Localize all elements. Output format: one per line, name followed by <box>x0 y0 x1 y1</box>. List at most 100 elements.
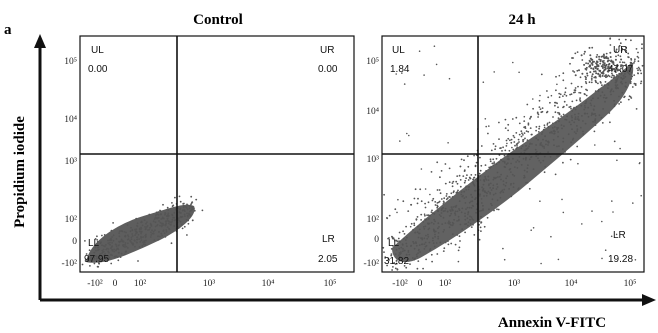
event-dot <box>473 234 476 236</box>
event-dot <box>405 225 407 228</box>
event-dot <box>571 110 574 112</box>
event-dot <box>136 222 139 225</box>
event-dot <box>432 228 435 231</box>
event-dot <box>616 77 619 80</box>
event-dot <box>504 127 507 129</box>
event-dot <box>444 222 447 225</box>
event-dot <box>140 235 142 238</box>
event-dot <box>563 93 566 96</box>
event-dot <box>607 87 609 89</box>
event-dot <box>571 116 573 119</box>
event-dot <box>408 134 410 137</box>
event-dot <box>107 251 110 254</box>
quadrant-name-lr: LR <box>613 230 626 241</box>
event-dot <box>570 93 573 95</box>
event-dot <box>170 242 173 245</box>
event-dot <box>576 128 579 131</box>
event-dot <box>480 215 482 218</box>
event-dot <box>523 120 526 122</box>
event-dot <box>156 217 159 219</box>
event-dot <box>583 50 586 53</box>
event-dot <box>592 113 595 116</box>
event-dot <box>582 133 585 135</box>
event-dot <box>421 243 424 246</box>
event-dot <box>100 241 102 244</box>
event-dot <box>523 132 526 135</box>
event-dot <box>594 75 597 78</box>
y-tick-label: 0 <box>374 235 379 245</box>
event-dot <box>145 222 147 225</box>
event-dot <box>97 265 100 268</box>
event-dot <box>142 241 145 244</box>
event-dot <box>620 101 622 104</box>
event-dot <box>523 174 526 177</box>
event-dot <box>522 134 524 136</box>
event-dot <box>527 130 530 133</box>
event-dot <box>186 234 188 236</box>
event-dot <box>609 90 612 93</box>
event-dot <box>388 259 390 261</box>
event-dot <box>429 193 431 196</box>
event-dot <box>602 70 605 73</box>
event-dot <box>416 255 418 258</box>
event-dot <box>616 74 618 76</box>
event-dot <box>436 205 439 208</box>
event-dot <box>573 121 576 124</box>
event-dot <box>505 145 508 147</box>
event-dot <box>155 211 158 214</box>
event-dot <box>523 169 526 172</box>
event-dot <box>405 236 408 239</box>
y-tick-label: -10² <box>61 259 77 269</box>
event-dot <box>554 111 557 114</box>
event-dot <box>594 79 597 82</box>
event-dot <box>150 234 153 236</box>
event-dot <box>402 230 404 233</box>
event-dot <box>563 100 566 103</box>
event-dot <box>597 82 599 85</box>
event-dot <box>630 97 633 99</box>
event-dot <box>485 191 488 194</box>
event-dot <box>584 122 587 125</box>
event-dot <box>391 269 393 271</box>
event-dot <box>628 73 631 76</box>
event-dot <box>575 99 578 102</box>
event-dot <box>169 221 172 223</box>
event-dot <box>597 97 599 100</box>
event-dot <box>464 218 467 221</box>
event-dot <box>507 137 510 140</box>
event-dot <box>110 262 113 265</box>
event-dot <box>114 255 117 258</box>
event-dot <box>511 173 514 176</box>
event-dot <box>449 214 452 217</box>
event-dot <box>482 208 484 211</box>
event-dot <box>479 174 482 177</box>
event-dot <box>621 47 623 50</box>
event-dot <box>618 72 621 75</box>
event-dot <box>532 168 535 171</box>
event-dot <box>420 219 422 221</box>
event-dot <box>601 122 604 124</box>
event-dot <box>578 69 580 72</box>
y-axis-title: Propidium iodide <box>12 116 28 228</box>
event-dot <box>469 222 472 225</box>
event-dot <box>585 62 587 65</box>
event-dot <box>420 200 423 203</box>
event-dot <box>177 227 180 229</box>
event-dot <box>455 180 458 183</box>
event-dot <box>512 148 515 151</box>
event-dot <box>133 239 136 242</box>
event-dot <box>599 70 602 73</box>
x-tick-label: -10² <box>87 279 103 289</box>
event-dot <box>516 144 518 147</box>
event-dot <box>388 214 391 217</box>
event-dot <box>618 95 620 98</box>
event-dot <box>572 70 574 72</box>
event-dot <box>480 230 482 233</box>
event-dot <box>595 81 598 84</box>
event-dot <box>399 140 401 142</box>
event-dot <box>445 195 448 197</box>
quadrant-value-lr: 19.28 <box>608 254 633 265</box>
event-dot <box>615 233 618 236</box>
event-dot <box>470 207 473 209</box>
event-dot <box>480 209 483 212</box>
